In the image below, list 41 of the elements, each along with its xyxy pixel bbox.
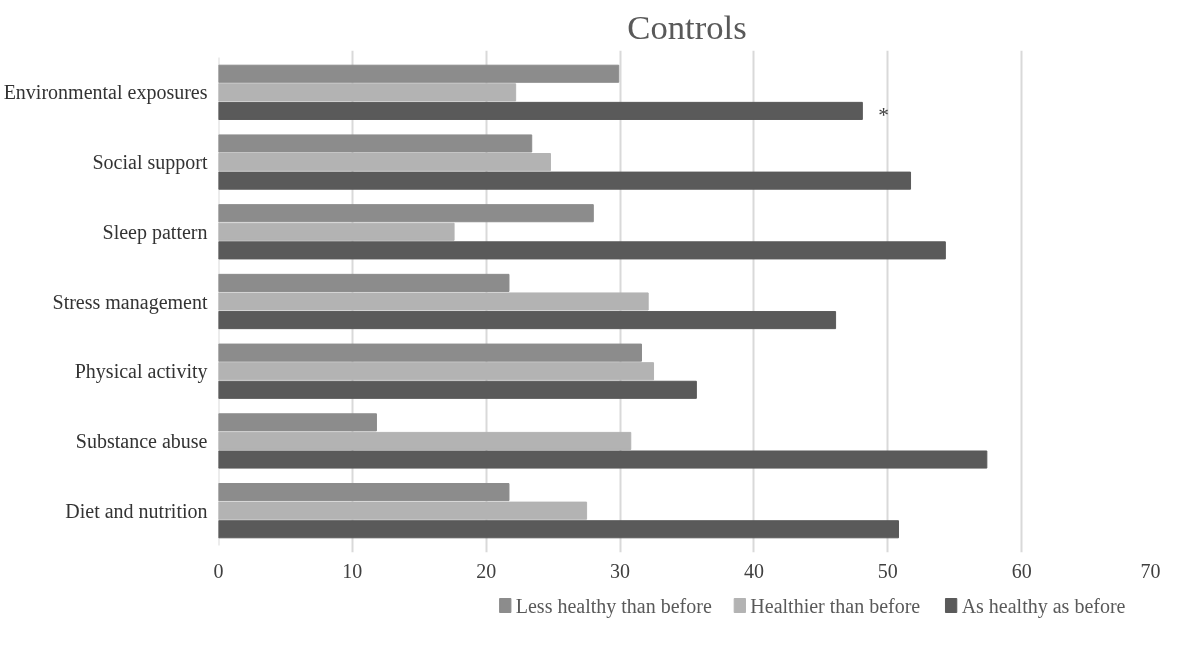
bar <box>218 83 517 102</box>
bar <box>218 431 632 450</box>
legend-label: As healthy as before <box>961 594 1126 618</box>
x-tick-label: 50 <box>877 559 898 582</box>
bar <box>218 362 655 381</box>
bar <box>218 64 620 83</box>
bar <box>218 483 510 502</box>
x-tick-label: 0 <box>213 559 224 582</box>
bar <box>218 222 455 241</box>
y-tick-label: Substance abuse <box>75 429 208 452</box>
bar <box>218 380 697 399</box>
legend-label: Healthier than before <box>750 594 921 617</box>
bar <box>218 450 988 469</box>
x-tick-label: 40 <box>743 559 764 582</box>
x-tick-label: 10 <box>342 559 363 582</box>
legend-label: Less healthy than before <box>515 594 712 618</box>
y-tick-label: Diet and nutrition <box>65 499 208 522</box>
chart-title: Controls <box>627 7 747 46</box>
bar <box>218 101 863 120</box>
bar <box>218 204 594 223</box>
bar <box>218 153 551 172</box>
bar <box>218 501 588 520</box>
bar <box>218 311 837 330</box>
bar <box>218 241 946 260</box>
x-tick-label: 70 <box>1140 559 1161 582</box>
x-tick-label: 60 <box>1011 559 1032 582</box>
y-tick-label: Stress management <box>52 290 208 314</box>
bar <box>218 413 377 432</box>
y-tick-label: Physical activity <box>74 360 208 384</box>
y-tick-label: Environmental exposures <box>3 81 208 105</box>
bar <box>218 134 533 153</box>
y-tick-label: Social support <box>92 151 208 175</box>
annotation: * <box>878 102 890 127</box>
bar <box>218 343 642 362</box>
bar <box>218 292 649 311</box>
bar <box>218 520 899 539</box>
bar <box>218 171 912 190</box>
y-tick-label: Sleep pattern <box>102 220 208 244</box>
bar <box>218 273 510 292</box>
x-tick-label: 20 <box>476 559 497 582</box>
x-tick-label: 30 <box>610 559 631 582</box>
